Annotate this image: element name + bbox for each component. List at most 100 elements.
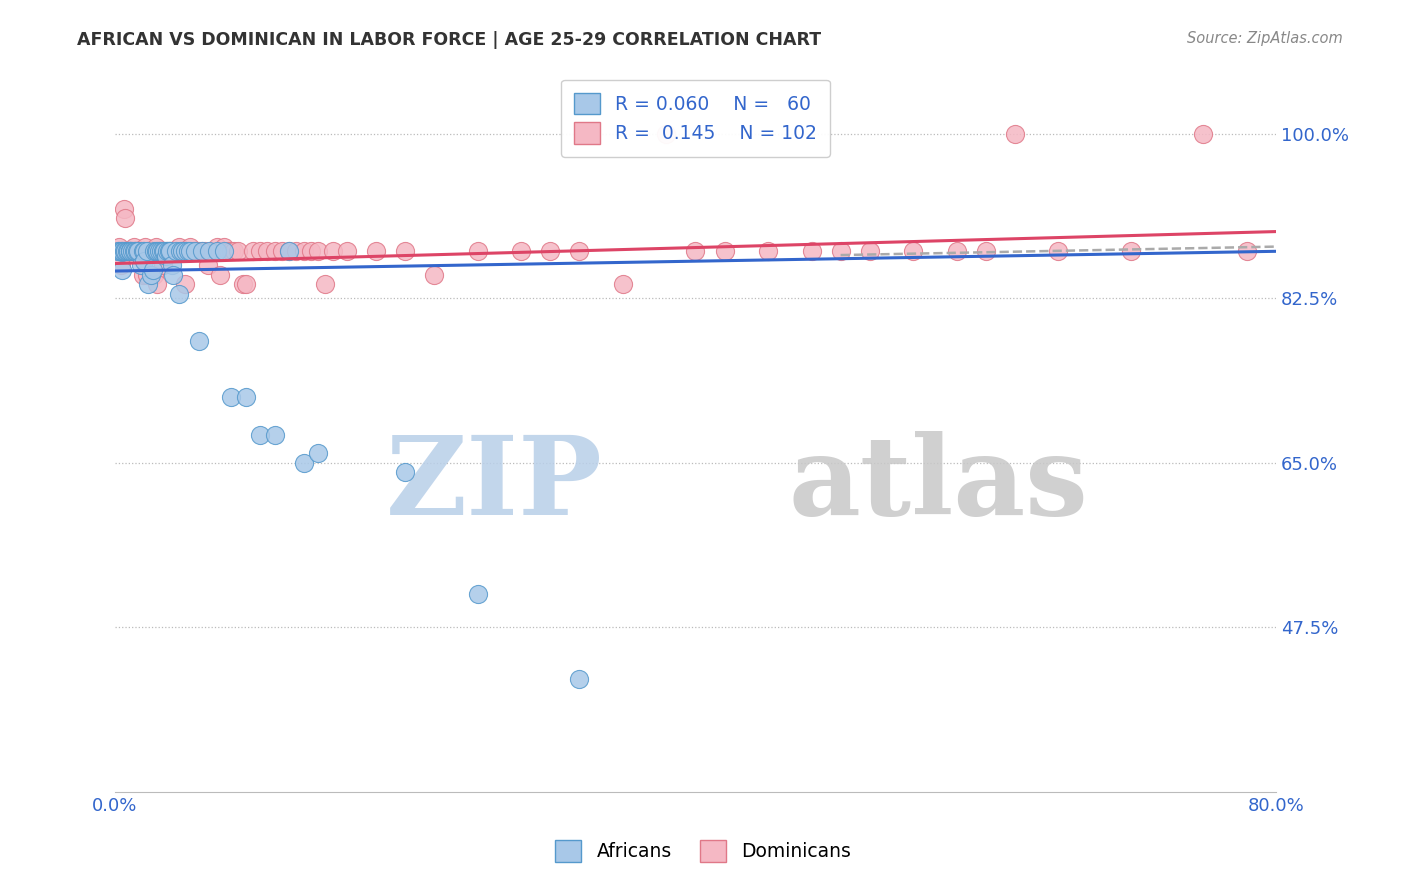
Point <box>167 286 190 301</box>
Point <box>138 277 160 292</box>
Text: atlas: atlas <box>789 431 1088 538</box>
Point <box>756 244 779 259</box>
Point <box>538 244 561 259</box>
Point <box>336 244 359 259</box>
Point <box>134 239 156 253</box>
Point <box>129 244 152 259</box>
Point <box>136 244 159 259</box>
Point <box>713 244 735 259</box>
Point <box>112 202 135 216</box>
Point <box>131 244 153 259</box>
Point <box>198 244 221 259</box>
Point <box>145 239 167 253</box>
Legend: Africans, Dominicans: Africans, Dominicans <box>547 832 859 869</box>
Point <box>146 277 169 292</box>
Point <box>152 259 174 273</box>
Point <box>114 244 136 259</box>
Point <box>118 244 141 259</box>
Point <box>219 244 242 259</box>
Point <box>184 244 207 259</box>
Point <box>145 244 167 259</box>
Point <box>256 244 278 259</box>
Point <box>292 244 315 259</box>
Point <box>111 244 134 259</box>
Point <box>322 244 344 259</box>
Point <box>110 259 132 273</box>
Point <box>136 268 159 282</box>
Point <box>142 263 165 277</box>
Point <box>830 244 852 259</box>
Point <box>467 587 489 601</box>
Point <box>222 244 245 259</box>
Point <box>110 244 132 259</box>
Point <box>278 244 301 259</box>
Point <box>263 427 285 442</box>
Point <box>107 244 129 259</box>
Point <box>138 244 160 259</box>
Point <box>945 244 967 259</box>
Point <box>423 268 446 282</box>
Point <box>162 244 184 259</box>
Point <box>176 244 198 259</box>
Point <box>143 268 166 282</box>
Point <box>127 244 149 259</box>
Point <box>278 244 301 259</box>
Point <box>149 244 172 259</box>
Point <box>159 244 181 259</box>
Point <box>163 244 186 259</box>
Point <box>217 244 239 259</box>
Point <box>108 244 131 259</box>
Point <box>107 244 129 259</box>
Point <box>117 244 139 259</box>
Text: Source: ZipAtlas.com: Source: ZipAtlas.com <box>1187 31 1343 46</box>
Point <box>314 277 336 292</box>
Point <box>205 239 228 253</box>
Point <box>146 244 169 259</box>
Point <box>162 268 184 282</box>
Point <box>263 244 285 259</box>
Point <box>219 390 242 404</box>
Point <box>157 244 180 259</box>
Point <box>176 244 198 259</box>
Point <box>132 244 155 259</box>
Point <box>1004 127 1026 141</box>
Point <box>568 244 591 259</box>
Point <box>299 244 322 259</box>
Point <box>208 268 231 282</box>
Point <box>228 244 250 259</box>
Point <box>122 244 145 259</box>
Point <box>307 244 329 259</box>
Point <box>169 244 191 259</box>
Point <box>212 244 235 259</box>
Point <box>128 244 150 259</box>
Point <box>191 244 214 259</box>
Point <box>139 244 162 259</box>
Point <box>156 244 179 259</box>
Point <box>212 239 235 253</box>
Point <box>150 244 173 259</box>
Point <box>191 244 214 259</box>
Point <box>200 244 222 259</box>
Point <box>197 259 219 273</box>
Point <box>120 244 142 259</box>
Point <box>125 244 148 259</box>
Point <box>183 244 205 259</box>
Point <box>188 244 211 259</box>
Point <box>156 244 179 259</box>
Point <box>121 244 143 259</box>
Legend: R = 0.060    N =   60, R =  0.145    N = 102: R = 0.060 N = 60, R = 0.145 N = 102 <box>561 79 830 157</box>
Point <box>142 244 165 259</box>
Point <box>160 259 183 273</box>
Point <box>1119 244 1142 259</box>
Point <box>235 277 257 292</box>
Point <box>105 244 128 259</box>
Point <box>132 244 155 259</box>
Point <box>125 244 148 259</box>
Point <box>249 244 271 259</box>
Point <box>118 244 141 259</box>
Point <box>194 244 217 259</box>
Point <box>165 244 187 259</box>
Point <box>510 244 533 259</box>
Point <box>232 277 254 292</box>
Point <box>173 244 195 259</box>
